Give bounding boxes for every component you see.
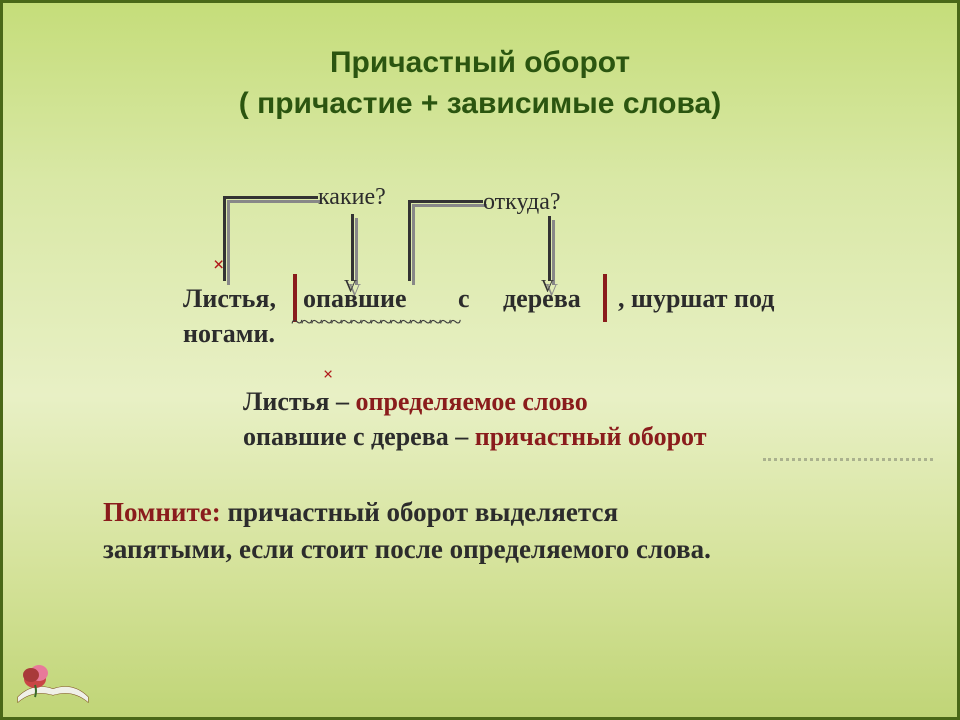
- arrow2-v1-shadow: [412, 204, 415, 285]
- phrase-bar-right: [603, 274, 607, 322]
- dotted-line: [763, 458, 933, 461]
- rule-block: Помните: причастный оборот выделяется за…: [103, 494, 877, 567]
- arrow2-v2: [548, 216, 551, 281]
- explanation-cross: ×: [323, 362, 333, 386]
- word-shurshat: , шуршат под: [618, 284, 774, 314]
- rule-a: Помните:: [103, 497, 227, 527]
- word-nogami: ногами.: [183, 319, 275, 349]
- question-2: откуда?: [483, 189, 561, 216]
- arrow2-v1: [408, 200, 411, 281]
- exp-line2-b: причастный оборот: [475, 422, 707, 451]
- arrow2-h: [408, 200, 483, 203]
- arrow1-h: [223, 196, 318, 199]
- exp-line2-a: опавшие с дерева –: [243, 422, 475, 451]
- slide-title: Причастный оборот ( причастие + зависимы…: [43, 43, 917, 124]
- cross-marker: ×: [213, 254, 224, 277]
- arrow1-h-shadow: [227, 200, 322, 203]
- explanation-block: × Листья – определяемое слово опавшие с …: [243, 384, 917, 454]
- arrow1-v2-shadow: [355, 218, 358, 285]
- exp-line1-a: Листья –: [243, 387, 355, 416]
- rule-c: запятыми, если стоит после определяемого…: [103, 534, 711, 564]
- arrow2-h-shadow: [412, 204, 487, 207]
- sentence-diagram: V V V V какие? откуда? × Листья, опавшие…: [183, 184, 917, 374]
- word-dereva: дерева: [503, 284, 581, 314]
- rule-b: причастный оборот выделяется: [227, 497, 618, 527]
- question-1: какие?: [318, 184, 386, 211]
- title-line1: Причастный оборот: [330, 46, 630, 79]
- word-listya: Листья,: [183, 284, 276, 314]
- word-s: с: [458, 284, 470, 314]
- arrow1-v2: [351, 214, 354, 281]
- slide: Причастный оборот ( причастие + зависимы…: [0, 0, 960, 720]
- exp-line1-b: определяемое слово: [355, 387, 587, 416]
- arrow1-v1-shadow: [227, 200, 230, 285]
- title-line2: ( причастие + зависимые слова): [239, 87, 721, 120]
- tilde-underline: ~~~~~~~~~~~~~~~~~: [291, 309, 459, 335]
- book-icon: [13, 647, 93, 707]
